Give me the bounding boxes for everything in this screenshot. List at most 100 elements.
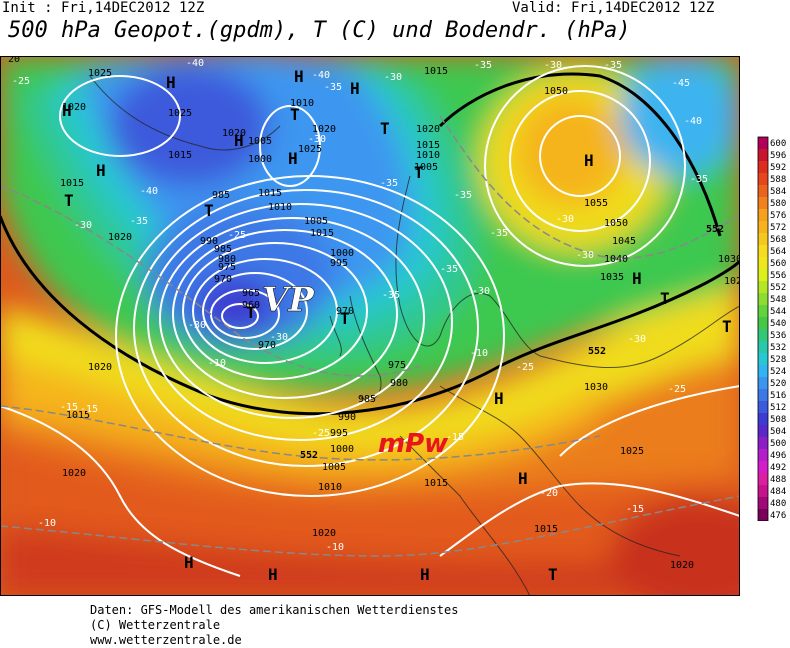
legend-swatch	[758, 257, 768, 269]
temperature-label: -40	[312, 70, 330, 81]
pressure-label: 1020	[108, 232, 132, 243]
pressure-label: 1045	[612, 236, 636, 247]
pressure-label: 1035	[600, 272, 624, 283]
coastlines	[89, 75, 740, 596]
geopotential-label: 552	[706, 224, 724, 235]
copyright: (C) Wetterzentrale	[90, 618, 221, 632]
legend-frame	[757, 136, 769, 521]
pressure-label: 1010	[318, 482, 342, 493]
pressure-labels: 1025102010251020101510151020100510001010…	[8, 56, 740, 571]
low-pressure-marker: T	[722, 317, 732, 336]
pressure-label: 1015	[66, 410, 90, 421]
pressure-label: 1010	[290, 98, 314, 109]
map-frame	[0, 56, 740, 596]
pressure-label: 965	[242, 288, 260, 299]
pressure-label: 1005	[248, 136, 272, 147]
temperature-label: -30	[384, 72, 402, 83]
temperature-label: -10	[470, 348, 488, 359]
pressure-label: 1025	[88, 68, 112, 79]
legend-swatch	[758, 353, 768, 365]
mpw-annotation: mPw	[378, 429, 449, 459]
legend-value: 500	[770, 439, 786, 449]
high-pressure-marker: H	[62, 101, 72, 120]
geopotential-label: 552	[300, 450, 318, 461]
legend-swatch	[758, 197, 768, 209]
pressure-label: 1000	[330, 248, 354, 259]
high-pressure-marker: H	[96, 161, 106, 180]
legend-swatch	[758, 161, 768, 173]
high-pressure-marker: H	[420, 565, 430, 584]
legend-value: 484	[770, 487, 786, 497]
pressure-label: 1015	[310, 228, 334, 239]
legend-swatch	[758, 281, 768, 293]
pressure-label: 975	[388, 360, 406, 371]
legend-value: 588	[770, 175, 786, 185]
low-pressure-marker: T	[290, 105, 300, 124]
legend-value: 600	[770, 139, 786, 149]
legend-value: 516	[770, 391, 786, 401]
pressure-label: 1015	[416, 140, 440, 151]
isobars	[0, 65, 740, 577]
legend-value: 564	[770, 247, 786, 257]
legend-swatch	[758, 509, 768, 521]
temperature-label: -25	[516, 362, 534, 373]
temperature-label: -35	[604, 60, 622, 71]
legend-swatch	[758, 473, 768, 485]
legend-swatch	[758, 149, 768, 161]
legend-swatch	[758, 461, 768, 473]
pressure-label: 970	[336, 306, 354, 317]
pressure-label: 1040	[604, 254, 628, 265]
temperature-label: -35	[490, 228, 508, 239]
legend-value: 476	[770, 511, 786, 521]
temperature-label: -35	[440, 264, 458, 275]
pressure-label: 960	[242, 300, 260, 311]
temperature-label: -30	[308, 134, 326, 145]
legend-swatch	[758, 245, 768, 257]
high-pressure-marker: H	[294, 67, 304, 86]
low-pressure-marker: T	[64, 191, 74, 210]
temperature-label: -15	[60, 402, 78, 413]
high-pressure-marker: H	[184, 553, 194, 572]
legend-value: 580	[770, 199, 786, 209]
legend-value: 496	[770, 451, 786, 461]
temperature-label: -35	[382, 290, 400, 301]
high-pressure-marker: H	[288, 149, 298, 168]
legend-swatch	[758, 329, 768, 341]
pressure-label: 1020	[62, 468, 86, 479]
pressure-label: 1020	[416, 124, 440, 135]
temperature-label: -30	[556, 214, 574, 225]
pressure-label: 1015	[424, 66, 448, 77]
legend-swatch	[758, 305, 768, 317]
temperature-label: -25	[312, 428, 330, 439]
pressure-label: 1020	[312, 124, 336, 135]
pressure-label: 1050	[604, 218, 628, 229]
isotherms	[0, 115, 740, 557]
legend-value: 552	[770, 283, 786, 293]
legend-swatch	[758, 437, 768, 449]
high-pressure-marker: H	[584, 151, 594, 170]
init-time: Init : Fri,14DEC2012 12Z	[2, 0, 205, 16]
legend-value: 488	[770, 475, 786, 485]
pressure-label: 1020	[670, 560, 694, 571]
legend-value: 568	[770, 235, 786, 245]
pressure-label: 1000	[248, 154, 272, 165]
weather-map: 1025102010251020101510151020100510001010…	[0, 56, 740, 596]
legend-swatch	[758, 293, 768, 305]
pressure-label: 995	[330, 258, 348, 269]
legend-value: 528	[770, 355, 786, 365]
legend-value: 536	[770, 331, 786, 341]
low-pressure-marker: T	[204, 201, 214, 220]
temperature-labels: -40-40-35-30-25-30-40-35-30-25-35-35-35-…	[12, 58, 708, 553]
temperature-label: -30	[544, 60, 562, 71]
pressure-label: 1005	[322, 462, 346, 473]
pressure-label: 985	[358, 394, 376, 405]
legend-swatch	[758, 221, 768, 233]
legend-value: 492	[770, 463, 786, 473]
legend-swatch	[758, 365, 768, 377]
pressure-label: 1020	[88, 362, 112, 373]
pressure-label: 1015	[258, 188, 282, 199]
temperature-label: -40	[684, 116, 702, 127]
website-link[interactable]: www.wetterzentrale.de	[90, 633, 242, 647]
temperature-label: -30	[270, 332, 288, 343]
temperature-label: -25	[228, 230, 246, 241]
